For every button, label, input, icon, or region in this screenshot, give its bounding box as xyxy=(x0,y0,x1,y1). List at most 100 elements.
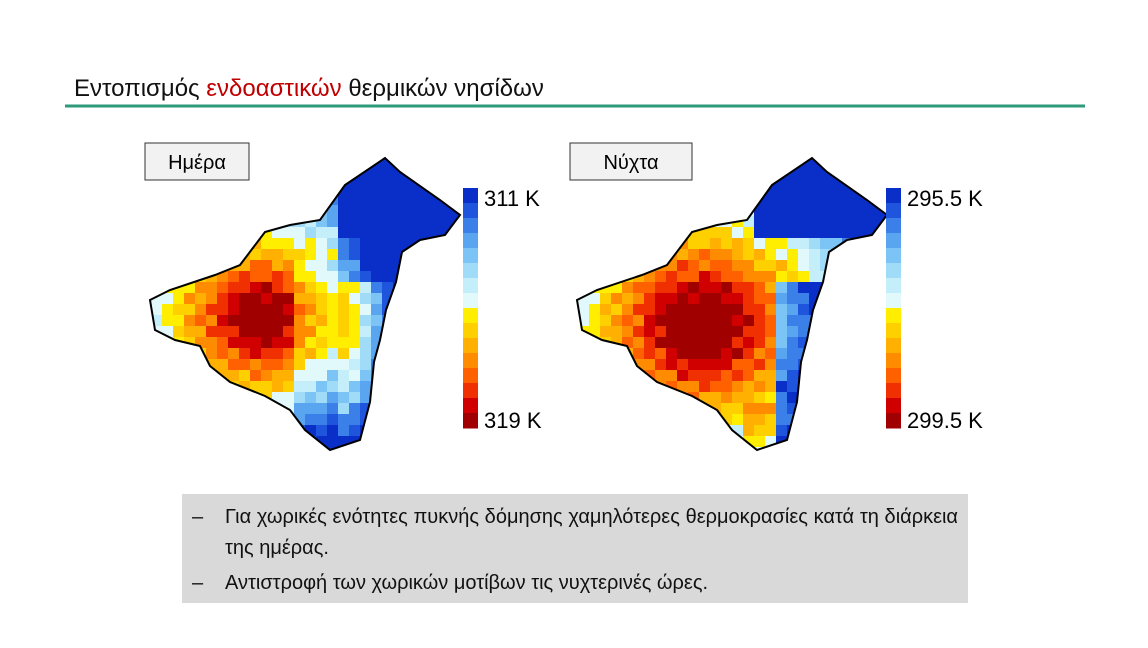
map-cell xyxy=(754,293,766,305)
map-cell xyxy=(666,293,678,305)
map-cell xyxy=(589,238,601,250)
map-cell xyxy=(809,370,821,382)
map-cell xyxy=(338,227,350,239)
map-cell xyxy=(382,458,394,470)
map-cell xyxy=(853,392,865,404)
map-cell xyxy=(239,381,251,393)
map-cell xyxy=(743,172,755,184)
map-cell xyxy=(448,172,460,184)
scale-step xyxy=(463,368,478,384)
map-cell xyxy=(150,436,152,448)
scale-label: 295.5 K xyxy=(907,186,983,211)
map-cell xyxy=(831,447,843,450)
map-cell xyxy=(360,172,372,184)
map-cell xyxy=(184,447,196,450)
map-cell xyxy=(437,359,449,371)
map-cell xyxy=(776,249,788,261)
map-cell xyxy=(842,260,854,272)
map-cell xyxy=(250,205,262,217)
map-cell xyxy=(426,271,438,283)
map-cell xyxy=(228,304,240,316)
map-cell xyxy=(195,425,207,437)
map-cell xyxy=(426,458,438,470)
map-cell xyxy=(633,447,645,450)
map-cell xyxy=(655,271,667,283)
map-cell xyxy=(371,205,383,217)
map-cell xyxy=(831,337,843,349)
map-cell xyxy=(710,414,722,426)
map-cell xyxy=(393,348,405,360)
map-cell xyxy=(272,249,284,261)
scale-step xyxy=(463,398,478,414)
map-cell xyxy=(272,381,284,393)
map-cell xyxy=(677,381,689,393)
map-cell xyxy=(437,205,449,217)
map-cell xyxy=(677,249,689,261)
map-cell xyxy=(448,158,460,162)
map-cell xyxy=(338,282,350,294)
map-cell xyxy=(327,458,339,470)
map-cell xyxy=(666,315,678,327)
map-cell xyxy=(655,194,667,206)
map-cell xyxy=(853,227,865,239)
map-cell xyxy=(294,158,306,162)
map-cell xyxy=(820,458,832,470)
map-cell xyxy=(173,381,185,393)
map-cell xyxy=(820,194,832,206)
map-cell xyxy=(699,304,711,316)
map-cell xyxy=(305,403,317,415)
map-cell xyxy=(316,392,328,404)
map-cell xyxy=(853,161,865,173)
map-cell xyxy=(261,447,273,450)
scale-step xyxy=(463,353,478,369)
map-cell xyxy=(305,282,317,294)
map-cell xyxy=(611,216,623,228)
map-cell xyxy=(382,183,394,195)
map-cell xyxy=(283,436,295,448)
map-cell xyxy=(578,249,590,261)
map-cell xyxy=(611,249,623,261)
map-cells xyxy=(577,158,887,470)
map-cell xyxy=(349,370,361,382)
map-cell xyxy=(261,194,273,206)
map-cell xyxy=(206,260,218,272)
map-cell xyxy=(721,337,733,349)
map-cell xyxy=(206,216,218,228)
map-cell xyxy=(437,183,449,195)
map-cell xyxy=(261,172,273,184)
map-cell xyxy=(349,414,361,426)
map-cell xyxy=(600,348,612,360)
map-cell xyxy=(721,447,733,450)
map-cell xyxy=(875,326,887,338)
map-cell xyxy=(272,315,284,327)
map-cell xyxy=(327,403,339,415)
map-cell xyxy=(327,381,339,393)
map-cell xyxy=(732,282,744,294)
map-cell xyxy=(688,238,700,250)
map-cell xyxy=(611,315,623,327)
map-cell xyxy=(371,282,383,294)
map-cell xyxy=(754,183,766,195)
map-cell xyxy=(699,370,711,382)
map-cell xyxy=(677,315,689,327)
map-cell xyxy=(743,194,755,206)
scale-step xyxy=(463,278,478,294)
map-cell xyxy=(622,370,634,382)
map-cell xyxy=(217,447,229,450)
map-cell xyxy=(589,436,601,448)
map-cell xyxy=(327,227,339,239)
map-cell xyxy=(305,458,317,470)
map-cell xyxy=(622,414,634,426)
map-cell xyxy=(842,271,854,283)
scale-step xyxy=(463,323,478,339)
map-cell xyxy=(272,216,284,228)
map-cell xyxy=(206,205,218,217)
map-cell xyxy=(316,304,328,316)
map-cell xyxy=(875,158,887,162)
map-cell xyxy=(382,425,394,437)
map-cell xyxy=(404,293,416,305)
map-cell xyxy=(151,447,163,450)
map-cell xyxy=(382,326,394,338)
map-cell xyxy=(875,271,887,283)
map-cell xyxy=(195,304,207,316)
